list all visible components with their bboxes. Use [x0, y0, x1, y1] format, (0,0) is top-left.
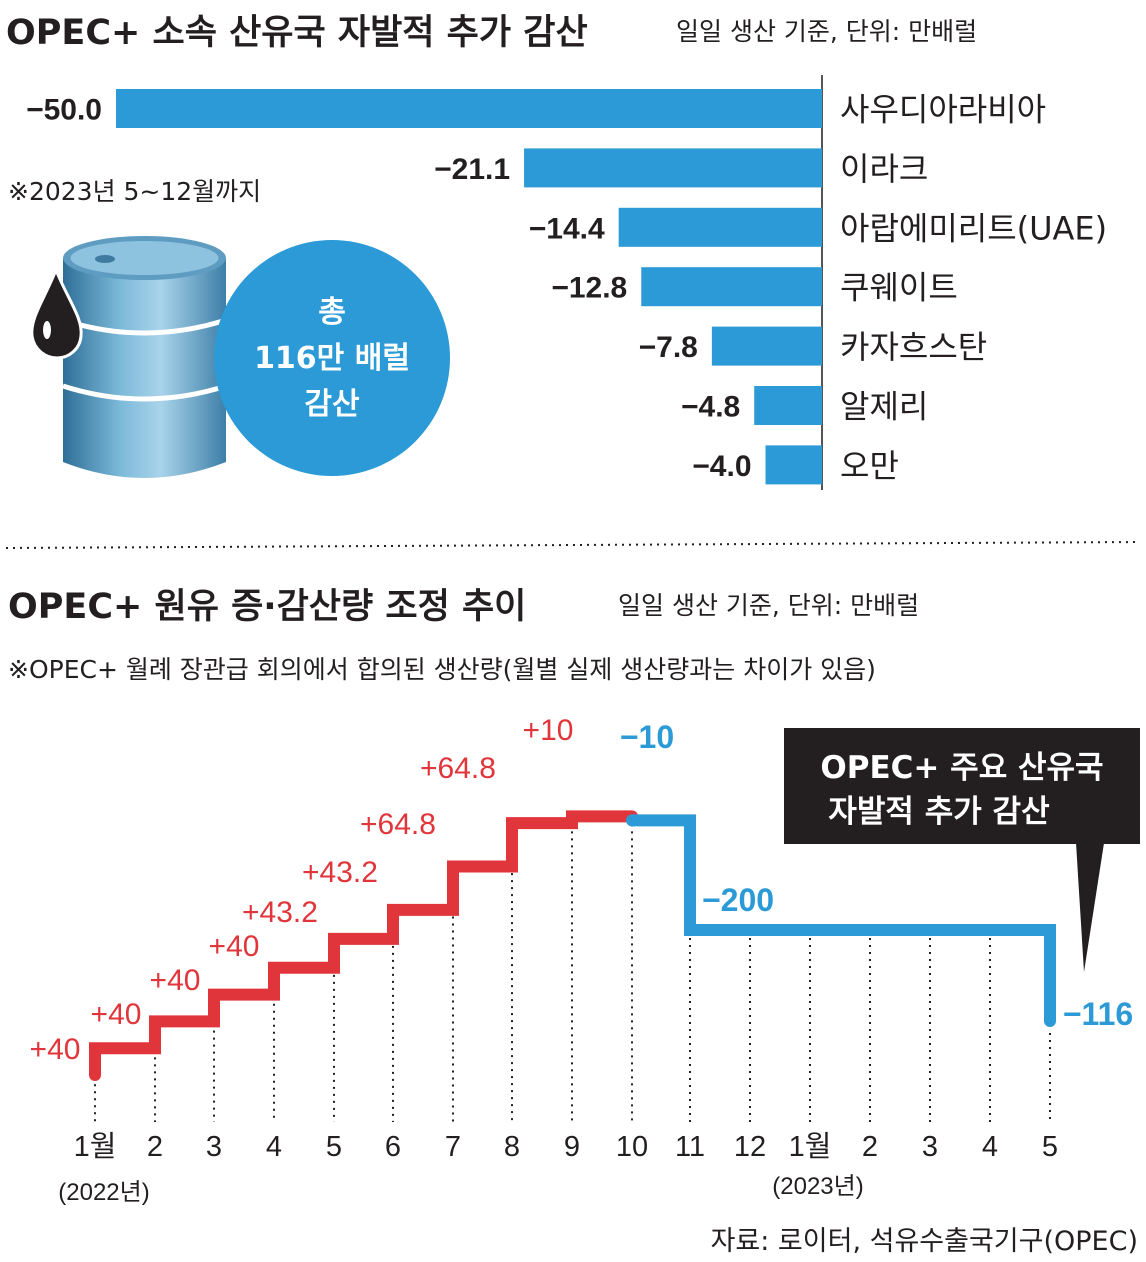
bar [524, 148, 822, 188]
cut-step-line [626, 814, 1056, 1027]
bar-category-label: 카자흐스탄 [840, 328, 987, 366]
x-tick-label: 2 [147, 1131, 163, 1163]
total-cut-circle [214, 240, 450, 476]
increase-step-line [89, 810, 638, 1081]
x-tick-label: 5 [326, 1131, 342, 1163]
x-tick-label: 1월 [74, 1130, 117, 1163]
year-label: (2023년) [772, 1173, 863, 1200]
increase-label: +40 [30, 1033, 81, 1066]
bottom-chart-title: OPEC+ 원유 증·감산량 조정 추이 [8, 587, 526, 627]
bar-category-label: 이라크 [840, 150, 928, 188]
step-chart: +40+40+40+40+43.2+43.2+64.8+64.8+10 −10−2… [30, 714, 1134, 1206]
bar-value-label: −14.4 [529, 212, 605, 245]
bar [711, 326, 822, 366]
increase-label: +40 [209, 930, 260, 963]
bar-value-label: −4.8 [681, 391, 740, 424]
bar-category-label: 알제리 [840, 388, 928, 426]
bar [754, 386, 822, 425]
x-tick-label: 4 [982, 1131, 998, 1163]
increase-label: +10 [523, 714, 574, 747]
increase-label: +43.2 [302, 856, 378, 889]
top-chart-unit: 일일 생산 기준, 단위: 만배럴 [676, 17, 977, 46]
bar-chart-bars: −50.0 사우디아라비아 −21.1 이라크 −14.4 아랍에미리트(UAE) −12.… [26, 89, 1107, 485]
year-label: (2022년) [58, 1179, 149, 1206]
callout-box: OPEC+ 주요 산유국 자발적 추가 감산 [784, 728, 1140, 972]
increase-label: +43.2 [242, 896, 318, 929]
oil-barrel-icon [62, 236, 227, 478]
bar-value-label: −50.0 [26, 94, 102, 127]
x-tick-label: 11 [675, 1131, 705, 1163]
bar-category-label: 아랍에미리트(UAE) [840, 209, 1107, 247]
bar [116, 89, 822, 128]
bar-category-label: 사우디아라비아 [840, 91, 1046, 129]
top-chart-title: OPEC+ 소속 산유국 자발적 추가 감산 [6, 13, 588, 53]
x-tick-label: 7 [445, 1131, 461, 1163]
x-tick-label: 3 [206, 1131, 222, 1163]
increase-label: +40 [150, 964, 201, 997]
bar-value-label: −7.8 [639, 331, 698, 364]
total-label-line1: 총 [318, 295, 346, 330]
bar-value-label: −21.1 [434, 153, 510, 186]
increase-label: +64.8 [360, 808, 436, 841]
bottom-chart-unit: 일일 생산 기준, 단위: 만배럴 [618, 591, 919, 620]
callout-line2: 자발적 추가 감산 [828, 794, 1049, 830]
bar [765, 445, 822, 485]
increase-label: +40 [91, 998, 142, 1031]
bar-value-label: −4.0 [692, 450, 751, 483]
cut-label: −10 [620, 719, 674, 755]
cut-label: −116 [1063, 996, 1133, 1032]
total-label-line3: 감산 [304, 387, 360, 422]
x-tick-label: 1월 [789, 1130, 832, 1163]
x-tick-label: 2 [862, 1131, 878, 1163]
bar-category-label: 쿠웨이트 [840, 269, 958, 307]
cut-label: −200 [702, 882, 774, 918]
section-divider [5, 541, 1141, 549]
bar-category-label: 오만 [840, 447, 899, 485]
x-tick-label: 10 [616, 1131, 648, 1163]
bar [618, 207, 822, 247]
x-tick-label: 4 [266, 1131, 282, 1163]
oil-drop-icon [30, 265, 83, 360]
bottom-chart-footnote: ※OPEC+ 월례 장관급 회의에서 합의된 생산량(월별 실제 생산량과는 차… [8, 655, 876, 684]
bar-value-label: −12.8 [551, 272, 627, 305]
increase-label: +64.8 [420, 752, 496, 785]
source-credit: 자료: 로이터, 석유수출국기구(OPEC) [711, 1226, 1138, 1257]
x-tick-label: 6 [385, 1131, 401, 1163]
top-chart-footnote: ※2023년 5~12월까지 [8, 177, 261, 206]
x-tick-label: 3 [922, 1131, 938, 1163]
x-tick-label: 5 [1042, 1131, 1058, 1163]
x-tick-label: 12 [734, 1131, 766, 1163]
total-label-line2: 116만 배럴 [254, 341, 410, 376]
x-tick-label: 8 [504, 1131, 520, 1163]
callout-line1: OPEC+ 주요 산유국 [820, 750, 1103, 786]
x-tick-label: 9 [564, 1131, 580, 1163]
bar [641, 267, 822, 307]
